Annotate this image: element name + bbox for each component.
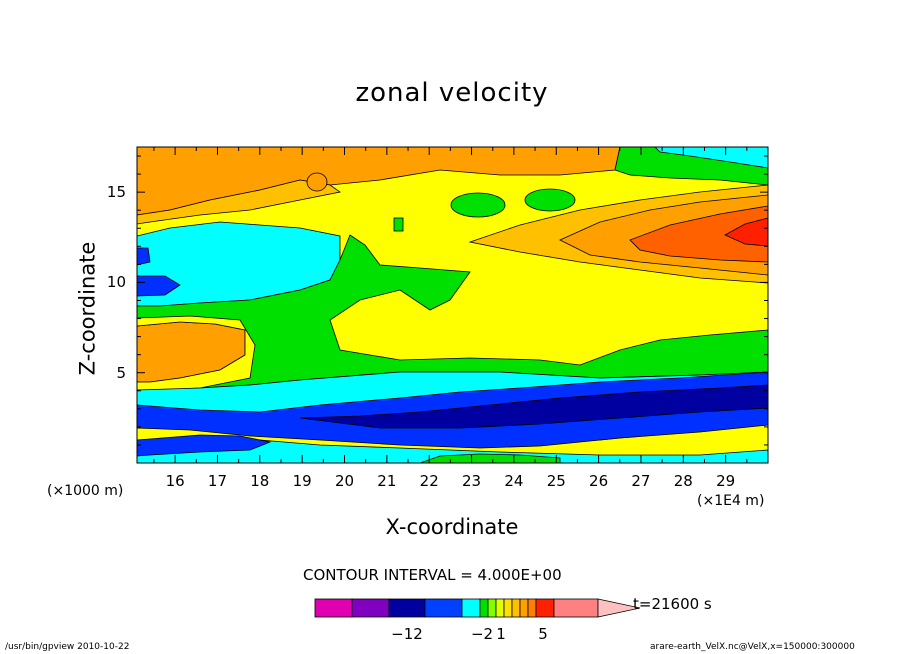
colorbar-swatch: [495, 598, 505, 618]
chart-title: zonal velocity: [355, 78, 549, 108]
x-tick-label-18: 18: [250, 472, 270, 490]
x-unit-left: (×1000 m): [47, 483, 124, 499]
region-bottom-blue: [137, 434, 272, 457]
y-tick-label-10: 10: [106, 273, 126, 292]
y-tick-marks: [137, 155, 768, 446]
region-left-blue: [137, 275, 181, 297]
colorbar-swatch: [351, 598, 390, 618]
x-tick-label-19: 19: [292, 472, 312, 490]
contour-fills: [137, 147, 768, 463]
footer-right: arare-earth_VelX.nc@VelX,x=150000:300000: [650, 642, 855, 652]
x-tick-marks: [153, 147, 748, 463]
colorbar-swatch: [511, 598, 521, 618]
colorbar-label-2: 1: [496, 625, 506, 643]
x-axis-label: X-coordinate: [385, 515, 519, 539]
colorbar-swatch: [519, 598, 529, 618]
x-tick-label-23: 23: [462, 472, 482, 490]
region-bottom-green: [419, 453, 561, 463]
region-lower-left-yellow: [137, 315, 256, 391]
x-tick-label-27: 27: [631, 472, 651, 490]
footer-left: /usr/bin/gpview 2010-10-22: [5, 642, 130, 652]
plot-frame: [136, 146, 769, 464]
colorbar-swatch: [487, 598, 497, 618]
colorbar-swatch: [424, 598, 463, 618]
time-label: t=21600 s: [633, 595, 712, 613]
colorbar-label-0: −12: [391, 625, 423, 643]
region-light-orange: [137, 179, 341, 225]
colorbar-swatch: [461, 598, 481, 618]
x-tick-label-22: 22: [419, 472, 439, 490]
y-axis-label: Z-coordinate: [75, 241, 100, 376]
x-tick-label-16: 16: [165, 472, 185, 490]
contour-interval-label: CONTOUR INTERVAL = 4.000E+00: [303, 566, 562, 584]
x-tick-label-17: 17: [207, 472, 227, 490]
colorbar-swatch: [479, 598, 489, 618]
colorbar-swatch: [535, 598, 555, 618]
colorbar-swatch: [553, 598, 599, 618]
colorbar-swatch: [503, 598, 513, 618]
x-tick-label-26: 26: [589, 472, 609, 490]
x-unit-right: (×1E4 m): [697, 493, 765, 509]
colorbar-arrow: [597, 598, 641, 618]
colorbar-swatch: [527, 598, 537, 618]
x-tick-label-21: 21: [377, 472, 397, 490]
x-tick-label-24: 24: [504, 472, 524, 490]
island-green-3: [393, 217, 404, 232]
y-tick-label-5: 5: [116, 363, 126, 382]
colorbar-swatch: [314, 598, 353, 618]
island-orange: [306, 172, 328, 192]
x-tick-label-28: 28: [673, 472, 693, 490]
region-dark-blue: [299, 384, 768, 429]
region-right-red: [629, 205, 768, 263]
x-tick-label-25: 25: [546, 472, 566, 490]
island-green-1: [450, 192, 506, 218]
y-tick-label-15: 15: [106, 183, 126, 202]
x-tick-label-29: 29: [716, 472, 736, 490]
colorbar-swatch: [388, 598, 426, 618]
x-tick-label-20: 20: [334, 472, 355, 490]
colorbar: [314, 598, 641, 618]
colorbar-label-3: 5: [538, 625, 548, 643]
colorbar-label-1: −2: [470, 625, 494, 643]
region-left-blue2: [137, 247, 151, 266]
island-green-2: [524, 188, 576, 212]
region-right-core: [724, 217, 768, 247]
